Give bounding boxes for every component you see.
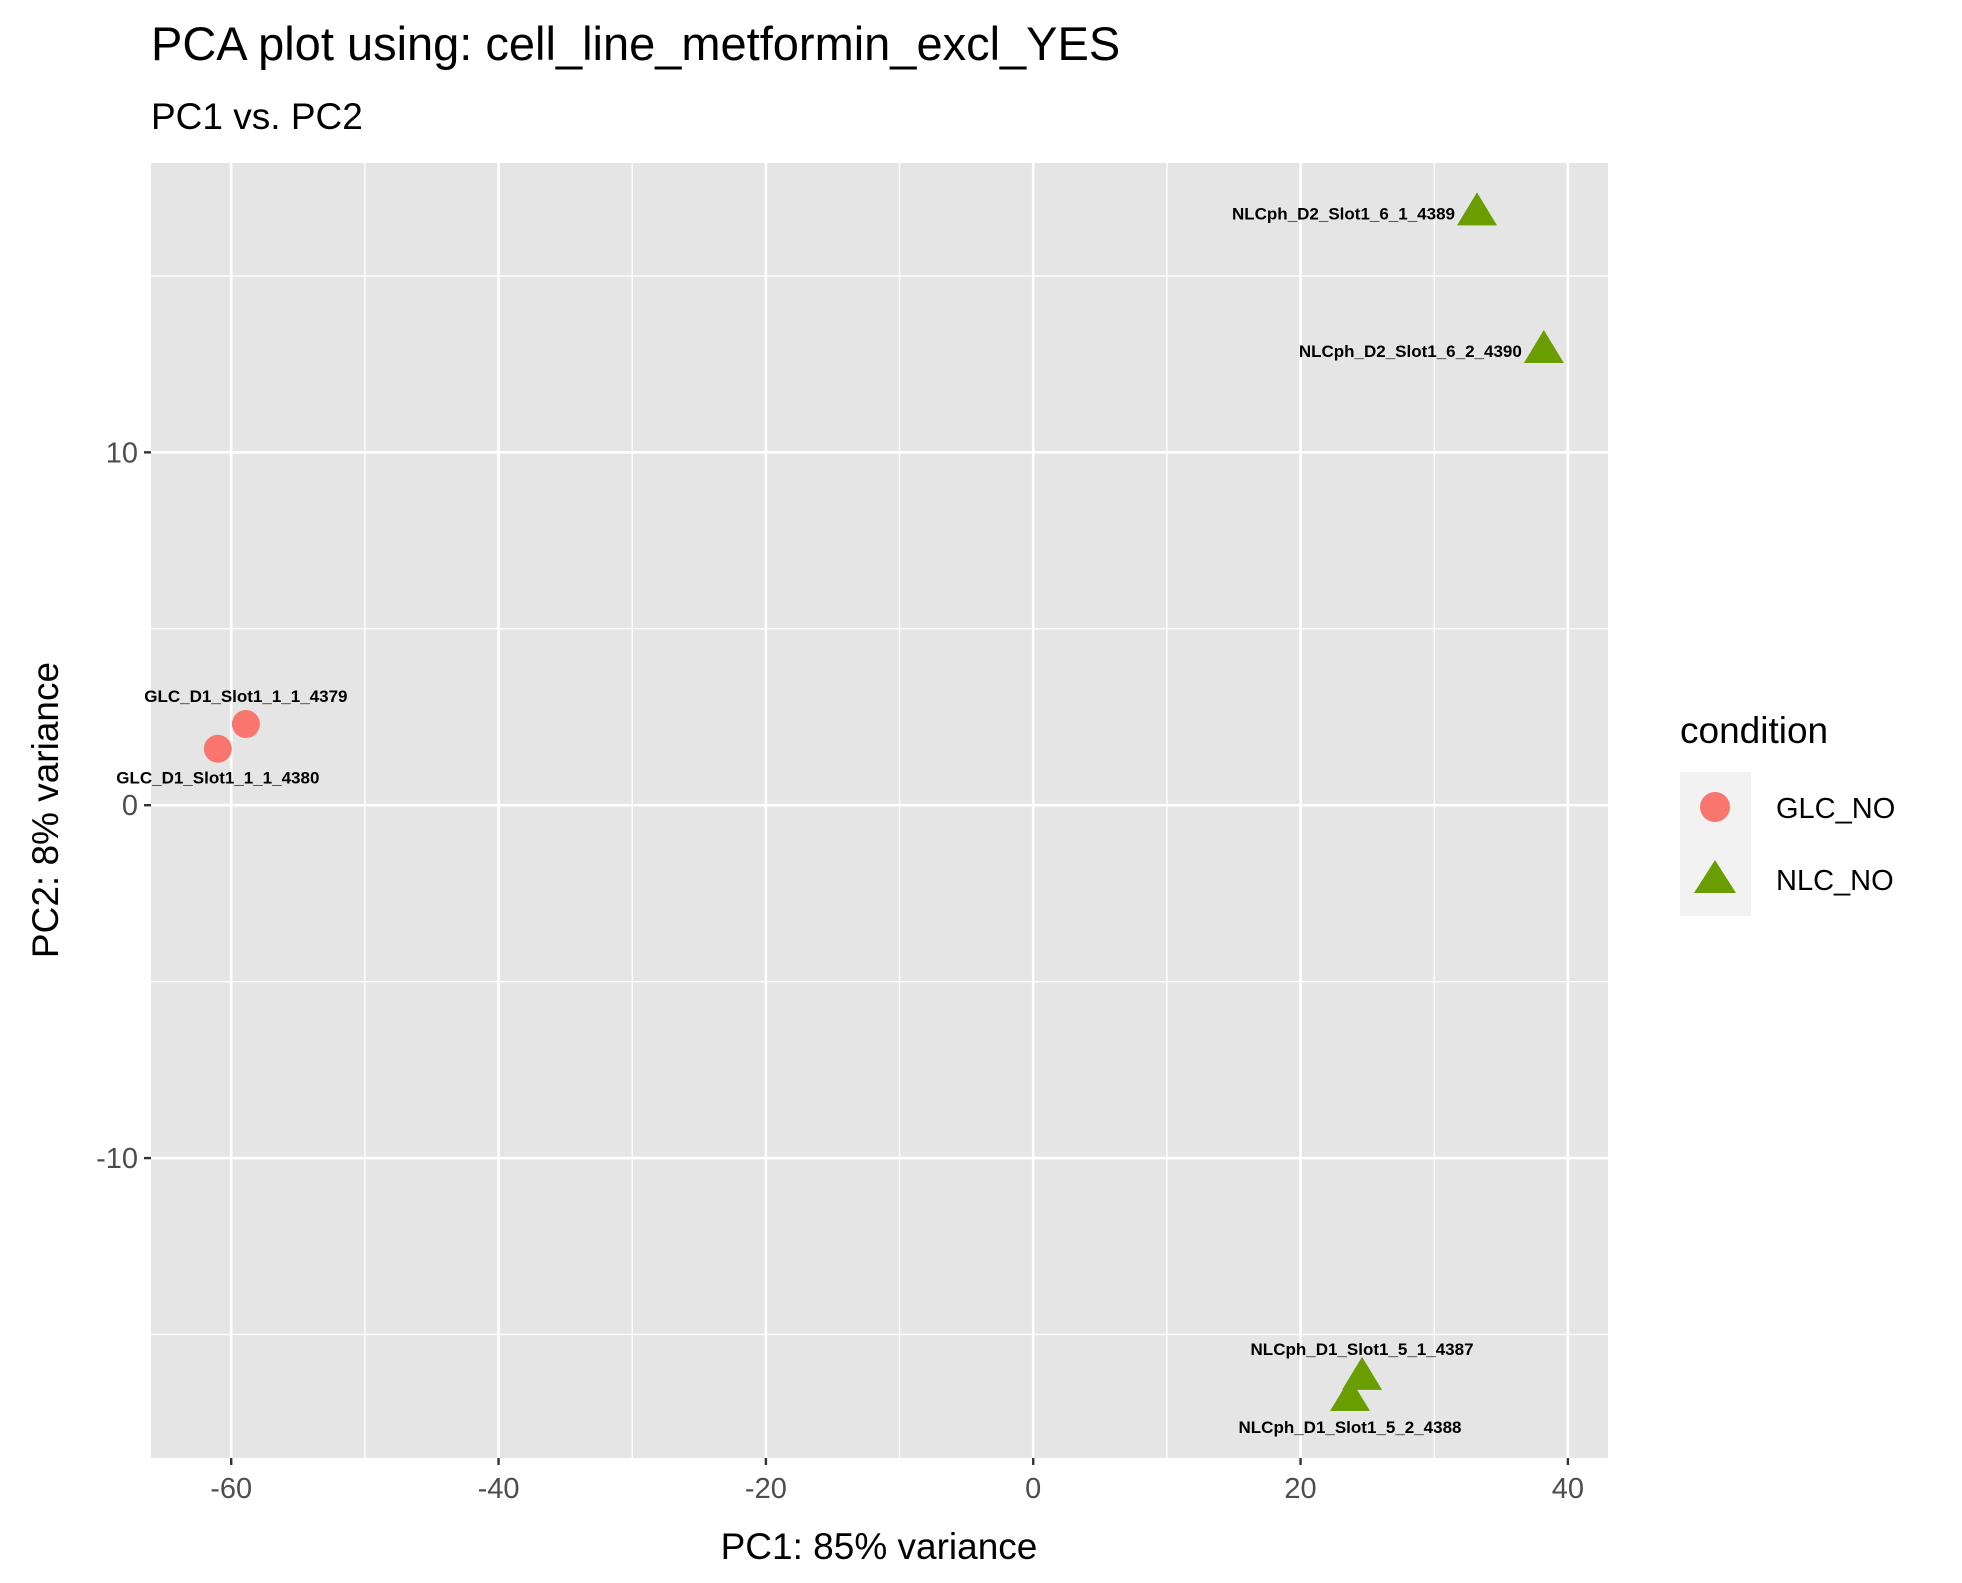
minor-grid [151, 163, 1608, 1458]
y-tick-label: -10 [96, 1143, 138, 1175]
x-tick-label: 0 [1025, 1473, 1041, 1505]
y-axis: -10 0 10 [96, 437, 151, 1175]
x-axis-title: PC1: 85% variance [721, 1526, 1038, 1567]
data-point-label: NLCph_D1_Slot1_5_2_4388 [1239, 1418, 1462, 1437]
major-grid [151, 163, 1608, 1458]
x-tick-label: -20 [745, 1473, 787, 1505]
data-point-labels: GLC_D1_Slot1_1_1_4379 GLC_D1_Slot1_1_1_43… [116, 204, 1522, 1437]
data-point-circle [203, 734, 232, 763]
chart-title: PCA plot using: cell_line_metformin_excl… [151, 17, 1120, 70]
x-tick-label: 40 [1552, 1473, 1584, 1505]
y-tick-label: 0 [122, 790, 138, 822]
legend-circle-glc [1700, 792, 1730, 822]
data-points [203, 192, 1564, 1412]
data-point-triangle [1457, 192, 1498, 226]
legend-triangle-nlc [1694, 860, 1736, 893]
plot-panel [151, 163, 1608, 1458]
data-point-label: GLC_D1_Slot1_1_1_4380 [116, 769, 319, 788]
data-point-label: NLCph_D1_Slot1_5_1_4387 [1251, 1340, 1474, 1359]
data-point-circle [231, 710, 260, 739]
data-point-label: NLCph_D2_Slot1_6_2_4390 [1299, 342, 1522, 361]
data-point-triangle [1523, 330, 1564, 364]
x-tick-label: 20 [1284, 1473, 1316, 1505]
legend-label-nlc: NLC_NO [1776, 865, 1894, 897]
x-tick-label: -40 [478, 1473, 520, 1505]
x-axis: -60 -40 -20 0 20 40 [210, 1458, 1584, 1505]
data-point-triangle [1330, 1378, 1371, 1412]
legend-title: condition [1680, 710, 1828, 751]
y-tick-label: 10 [106, 437, 138, 469]
chart-subtitle: PC1 vs. PC2 [151, 96, 363, 137]
y-axis-title: PC2: 8% variance [25, 662, 66, 958]
legend-label-glc: GLC_NO [1776, 793, 1895, 825]
x-tick-label: -60 [210, 1473, 252, 1505]
data-point-label: GLC_D1_Slot1_1_1_4379 [144, 687, 347, 706]
legend: condition GLC_NO NLC_NO [1680, 710, 1895, 916]
data-point-label: NLCph_D2_Slot1_6_1_4389 [1232, 204, 1455, 223]
